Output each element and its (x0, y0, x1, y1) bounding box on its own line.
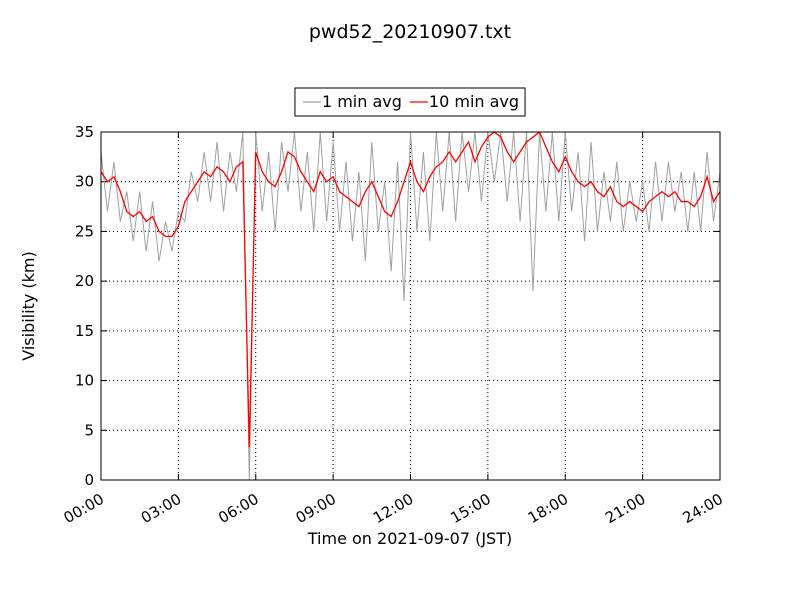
chart-title: pwd52_20210907.txt (309, 21, 511, 43)
x-tick-label: 18:00 (525, 490, 571, 527)
y-tick-label: 15 (75, 322, 94, 340)
x-tick-label: 12:00 (370, 490, 416, 527)
y-tick-label: 5 (84, 421, 94, 439)
x-tick-label: 03:00 (138, 490, 184, 527)
y-tick-label: 25 (75, 222, 94, 240)
x-tick-label: 06:00 (215, 490, 261, 527)
legend: 1 min avg 10 min avg (294, 87, 526, 117)
x-axis-label: Time on 2021-09-07 (JST) (307, 529, 512, 548)
x-tick-label: 00:00 (61, 490, 107, 527)
x-tick-label: 24:00 (680, 490, 726, 527)
y-tick-label: 30 (75, 173, 94, 191)
y-axis-label: Visibility (km) (19, 251, 38, 360)
x-tick-label: 21:00 (602, 490, 648, 527)
y-tick-label: 35 (75, 123, 94, 141)
legend-label: 1 min avg (322, 92, 402, 111)
x-tick-label: 09:00 (293, 490, 339, 527)
y-tick-label: 20 (75, 272, 94, 290)
x-tick-label: 15:00 (447, 490, 493, 527)
plot-frame (100, 131, 721, 481)
series-line (101, 132, 720, 480)
y-tick-label: 10 (75, 372, 94, 390)
legend-label: 10 min avg (429, 92, 519, 111)
y-tick-label: 0 (84, 471, 94, 489)
series-line (101, 132, 720, 448)
